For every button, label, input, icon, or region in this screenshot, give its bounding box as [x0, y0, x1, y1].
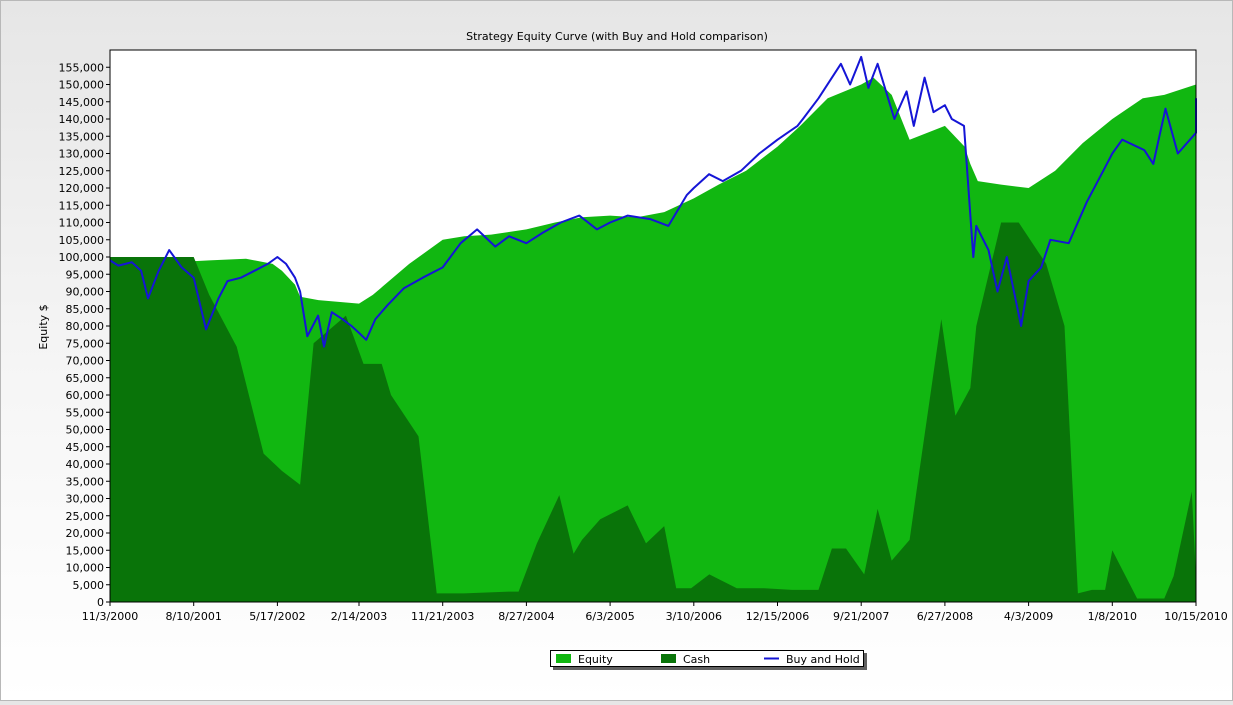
legend-box [550, 650, 864, 667]
y-tick-label: 20,000 [66, 527, 105, 540]
y-tick-label: 0 [97, 596, 104, 609]
y-tick-label: 50,000 [66, 424, 105, 437]
y-tick-label: 115,000 [59, 199, 105, 212]
x-tick-label: 3/10/2006 [666, 610, 722, 623]
y-tick-label: 85,000 [66, 303, 105, 316]
y-tick-label: 60,000 [66, 389, 105, 402]
legend-swatch-cash [661, 654, 676, 663]
y-tick-label: 35,000 [66, 475, 105, 488]
x-tick-label: 11/21/2003 [411, 610, 474, 623]
x-tick-label: 6/27/2008 [917, 610, 973, 623]
legend-swatch-equity [556, 654, 571, 663]
x-tick-label: 1/8/2010 [1088, 610, 1137, 623]
cash-area [110, 222, 1196, 602]
y-tick-label: 125,000 [59, 165, 105, 178]
legend-label-buy-and-hold: Buy and Hold [786, 653, 860, 666]
plot-series-group [109, 55, 1197, 603]
y-tick-label: 40,000 [66, 458, 105, 471]
y-tick-label: 135,000 [59, 130, 105, 143]
y-tick-label: 15,000 [66, 544, 105, 557]
x-tick-label: 5/17/2002 [249, 610, 305, 623]
y-tick-label: 70,000 [66, 355, 105, 368]
y-tick-label: 150,000 [59, 79, 105, 92]
y-tick-label: 75,000 [66, 337, 105, 350]
y-tick-label: 55,000 [66, 406, 105, 419]
x-tick-label: 8/27/2004 [498, 610, 554, 623]
y-tick-label: 140,000 [59, 113, 105, 126]
x-axis: 11/3/2000 8/10/2001 5/17/2002 2/14/2003 11/2… [82, 602, 1228, 623]
y-tick-label: 155,000 [59, 61, 105, 74]
x-tick-label: 11/3/2000 [82, 610, 138, 623]
x-tick-label: 2/14/2003 [331, 610, 387, 623]
y-tick-label: 90,000 [66, 286, 105, 299]
y-tick-label: 10,000 [66, 562, 105, 575]
x-tick-label: 9/21/2007 [833, 610, 889, 623]
y-tick-label: 110,000 [59, 217, 105, 230]
legend-label-equity: Equity [578, 653, 613, 666]
y-tick-label: 45,000 [66, 441, 105, 454]
x-tick-label: 4/3/2009 [1004, 610, 1053, 623]
y-tick-label: 120,000 [59, 182, 105, 195]
legend: Equity Cash Buy and Hold [550, 650, 867, 670]
x-tick-label: 6/3/2005 [585, 610, 634, 623]
y-tick-label: 5,000 [73, 579, 105, 592]
chart-title: Strategy Equity Curve (with Buy and Hold… [466, 30, 768, 43]
y-tick-label: 25,000 [66, 510, 105, 523]
y-axis-label: Equity $ [37, 304, 50, 349]
legend-label-cash: Cash [683, 653, 710, 666]
y-tick-label: 65,000 [66, 372, 105, 385]
y-tick-label: 105,000 [59, 234, 105, 247]
y-tick-label: 30,000 [66, 493, 105, 506]
y-tick-label: 130,000 [59, 148, 105, 161]
y-axis: 0 5,000 10,000 15,000 20,000 25,000 30,000 35,0… [59, 61, 110, 609]
x-tick-label: 8/10/2001 [165, 610, 221, 623]
x-tick-label: 10/15/2010 [1164, 610, 1227, 623]
y-tick-label: 95,000 [66, 268, 105, 281]
y-tick-label: 80,000 [66, 320, 105, 333]
y-tick-label: 100,000 [59, 251, 105, 264]
buy-and-hold-line [109, 55, 1197, 348]
x-tick-label: 12/15/2006 [746, 610, 809, 623]
y-tick-label: 145,000 [59, 96, 105, 109]
